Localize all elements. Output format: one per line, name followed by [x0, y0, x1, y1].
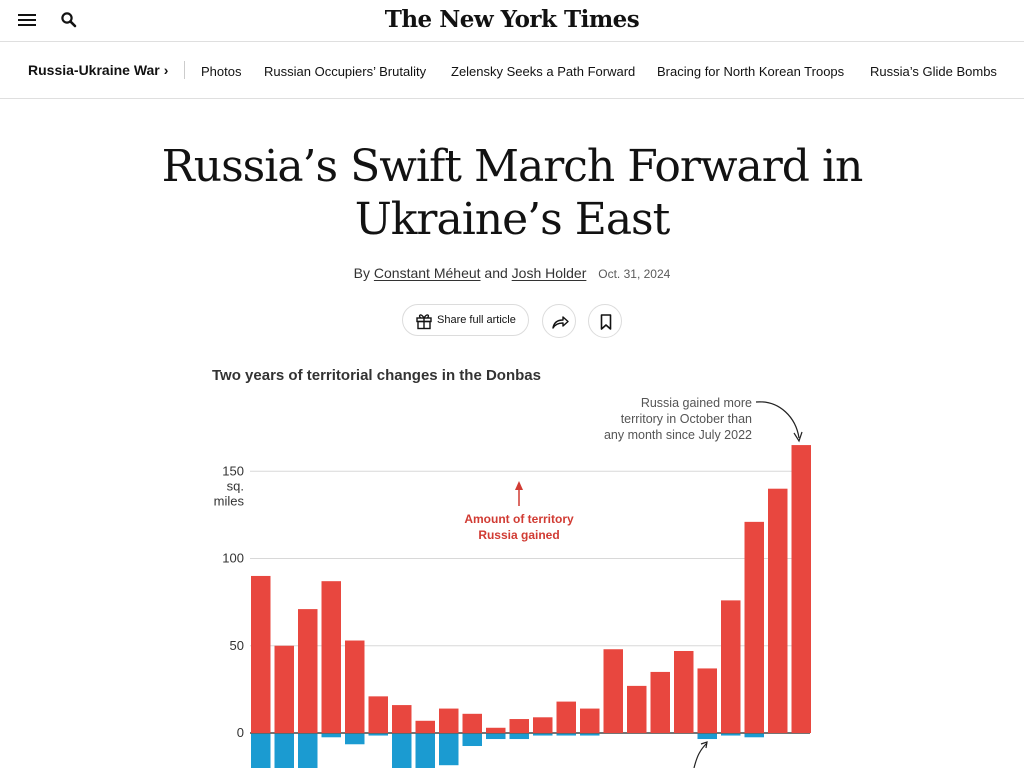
article-headline: Russia’s Swift March Forward in Ukraine’… [161, 141, 864, 245]
top-bar: The New York Times [0, 0, 1024, 42]
annotation-bottom-arrow [693, 742, 708, 768]
annotation-october-label: any month since July 2022 [604, 428, 752, 442]
y-unit-label: miles [214, 493, 245, 508]
bar-gain-15 [603, 649, 623, 733]
share-button[interactable] [542, 304, 576, 338]
share-label: Share full article [437, 314, 516, 326]
y-tick-label-0: 0 [237, 725, 244, 740]
bar-gain-16 [627, 685, 647, 733]
bar-gain-0 [251, 575, 271, 733]
byline-and: and [484, 265, 508, 281]
bar-loss-1 [274, 733, 294, 768]
bar-gain-4 [345, 640, 365, 733]
bar-gain-19 [697, 668, 717, 733]
share-arrow-icon [552, 316, 569, 329]
bar-gain-18 [674, 650, 694, 733]
bar-gain-5 [368, 696, 388, 733]
bar-gain-20 [721, 600, 741, 733]
bookmark-button[interactable] [588, 304, 622, 338]
search-icon[interactable] [60, 11, 78, 29]
bar-loss-8 [439, 733, 459, 766]
nyt-logo[interactable]: The New York Times [384, 6, 640, 33]
nav-item-photos[interactable]: Photos [201, 64, 242, 79]
y-tick-label-100: 100 [222, 551, 244, 566]
bar-gain-6 [392, 705, 412, 733]
bar-loss-6 [392, 733, 412, 768]
y-tick-label-50: 50 [230, 638, 244, 653]
bar-gain-22 [768, 488, 788, 733]
nav-item-glide-bombs[interactable]: Russia’s Glide Bombs [870, 64, 997, 79]
bar-loss-9 [462, 733, 482, 747]
bar-loss-0 [251, 733, 271, 768]
bar-loss-20 [721, 733, 741, 736]
bar-loss-13 [556, 733, 576, 736]
bar-loss-7 [415, 733, 435, 768]
bar-gain-11 [509, 719, 529, 733]
bar-loss-10 [486, 733, 506, 740]
bar-gain-9 [462, 713, 482, 733]
y-tick-label-150: 150 [222, 463, 244, 478]
bookmark-icon [600, 314, 612, 330]
bar-gain-12 [533, 717, 553, 733]
annotation-october-label: Russia gained more [641, 396, 752, 410]
bar-gain-7 [415, 720, 435, 733]
bar-gain-2 [298, 609, 318, 733]
section-link-label: Russia-Ukraine War [28, 62, 160, 78]
bar-gain-13 [556, 701, 576, 733]
author-link-1[interactable]: Constant Méheut [373, 265, 481, 281]
bar-gain-10 [486, 727, 506, 733]
author-link-2[interactable]: Josh Holder [511, 265, 587, 281]
bar-gain-17 [650, 671, 670, 733]
annotation-october-label: territory in October than [621, 412, 752, 426]
chart-title: Two years of territorial changes in the … [212, 367, 541, 384]
publish-date: Oct. 31, 2024 [598, 267, 671, 281]
bar-loss-21 [744, 733, 764, 738]
bar-loss-12 [533, 733, 553, 736]
annotation-arrowhead [515, 481, 523, 490]
chart-losses-series [251, 733, 764, 768]
chevron-right-icon: › [163, 62, 169, 78]
annotation-gain-label: Russia gained [478, 528, 559, 542]
nav-divider [184, 61, 185, 79]
bar-gain-14 [580, 708, 600, 733]
nav-item-zelensky[interactable]: Zelensky Seeks a Path Forward [451, 64, 636, 79]
share-full-article-button[interactable]: Share full article [402, 304, 529, 336]
gift-icon [416, 314, 432, 330]
section-nav: Russia-Ukraine War › Photos Russian Occup… [0, 42, 1024, 99]
bar-gain-21 [744, 521, 764, 733]
bar-loss-11 [509, 733, 529, 740]
bar-gain-1 [274, 645, 294, 733]
annotation-curved-arrow [755, 401, 800, 439]
nav-item-russian-occupiers[interactable]: Russian Occupiers’ Brutality [264, 64, 427, 79]
bar-gain-23 [791, 445, 811, 733]
nav-item-north-korean-troops[interactable]: Bracing for North Korean Troops [657, 64, 845, 79]
bar-loss-14 [580, 733, 600, 736]
bar-gain-8 [439, 708, 459, 733]
y-unit-label: sq. [227, 478, 244, 493]
chart-annotations: Amount of territory Russia gained Russia g… [464, 396, 803, 768]
bar-gain-3 [321, 581, 341, 733]
bar-loss-4 [345, 733, 365, 745]
annotation-arrowhead-down [793, 431, 803, 443]
bar-loss-2 [298, 733, 318, 768]
section-link-russia-ukraine-war[interactable]: Russia-Ukraine War › [28, 62, 168, 78]
byline-prefix: By [353, 265, 371, 281]
hamburger-menu-icon[interactable] [18, 12, 36, 28]
annotation-bottom-arrowhead [700, 741, 708, 749]
chart-gains-series [251, 445, 811, 733]
byline: By Constant Méheut and Josh Holder Oct. … [0, 265, 1024, 281]
annotation-gain-label: Amount of territory [464, 512, 574, 526]
bar-loss-5 [368, 733, 388, 736]
bar-loss-19 [697, 733, 717, 740]
bar-loss-3 [321, 733, 341, 738]
